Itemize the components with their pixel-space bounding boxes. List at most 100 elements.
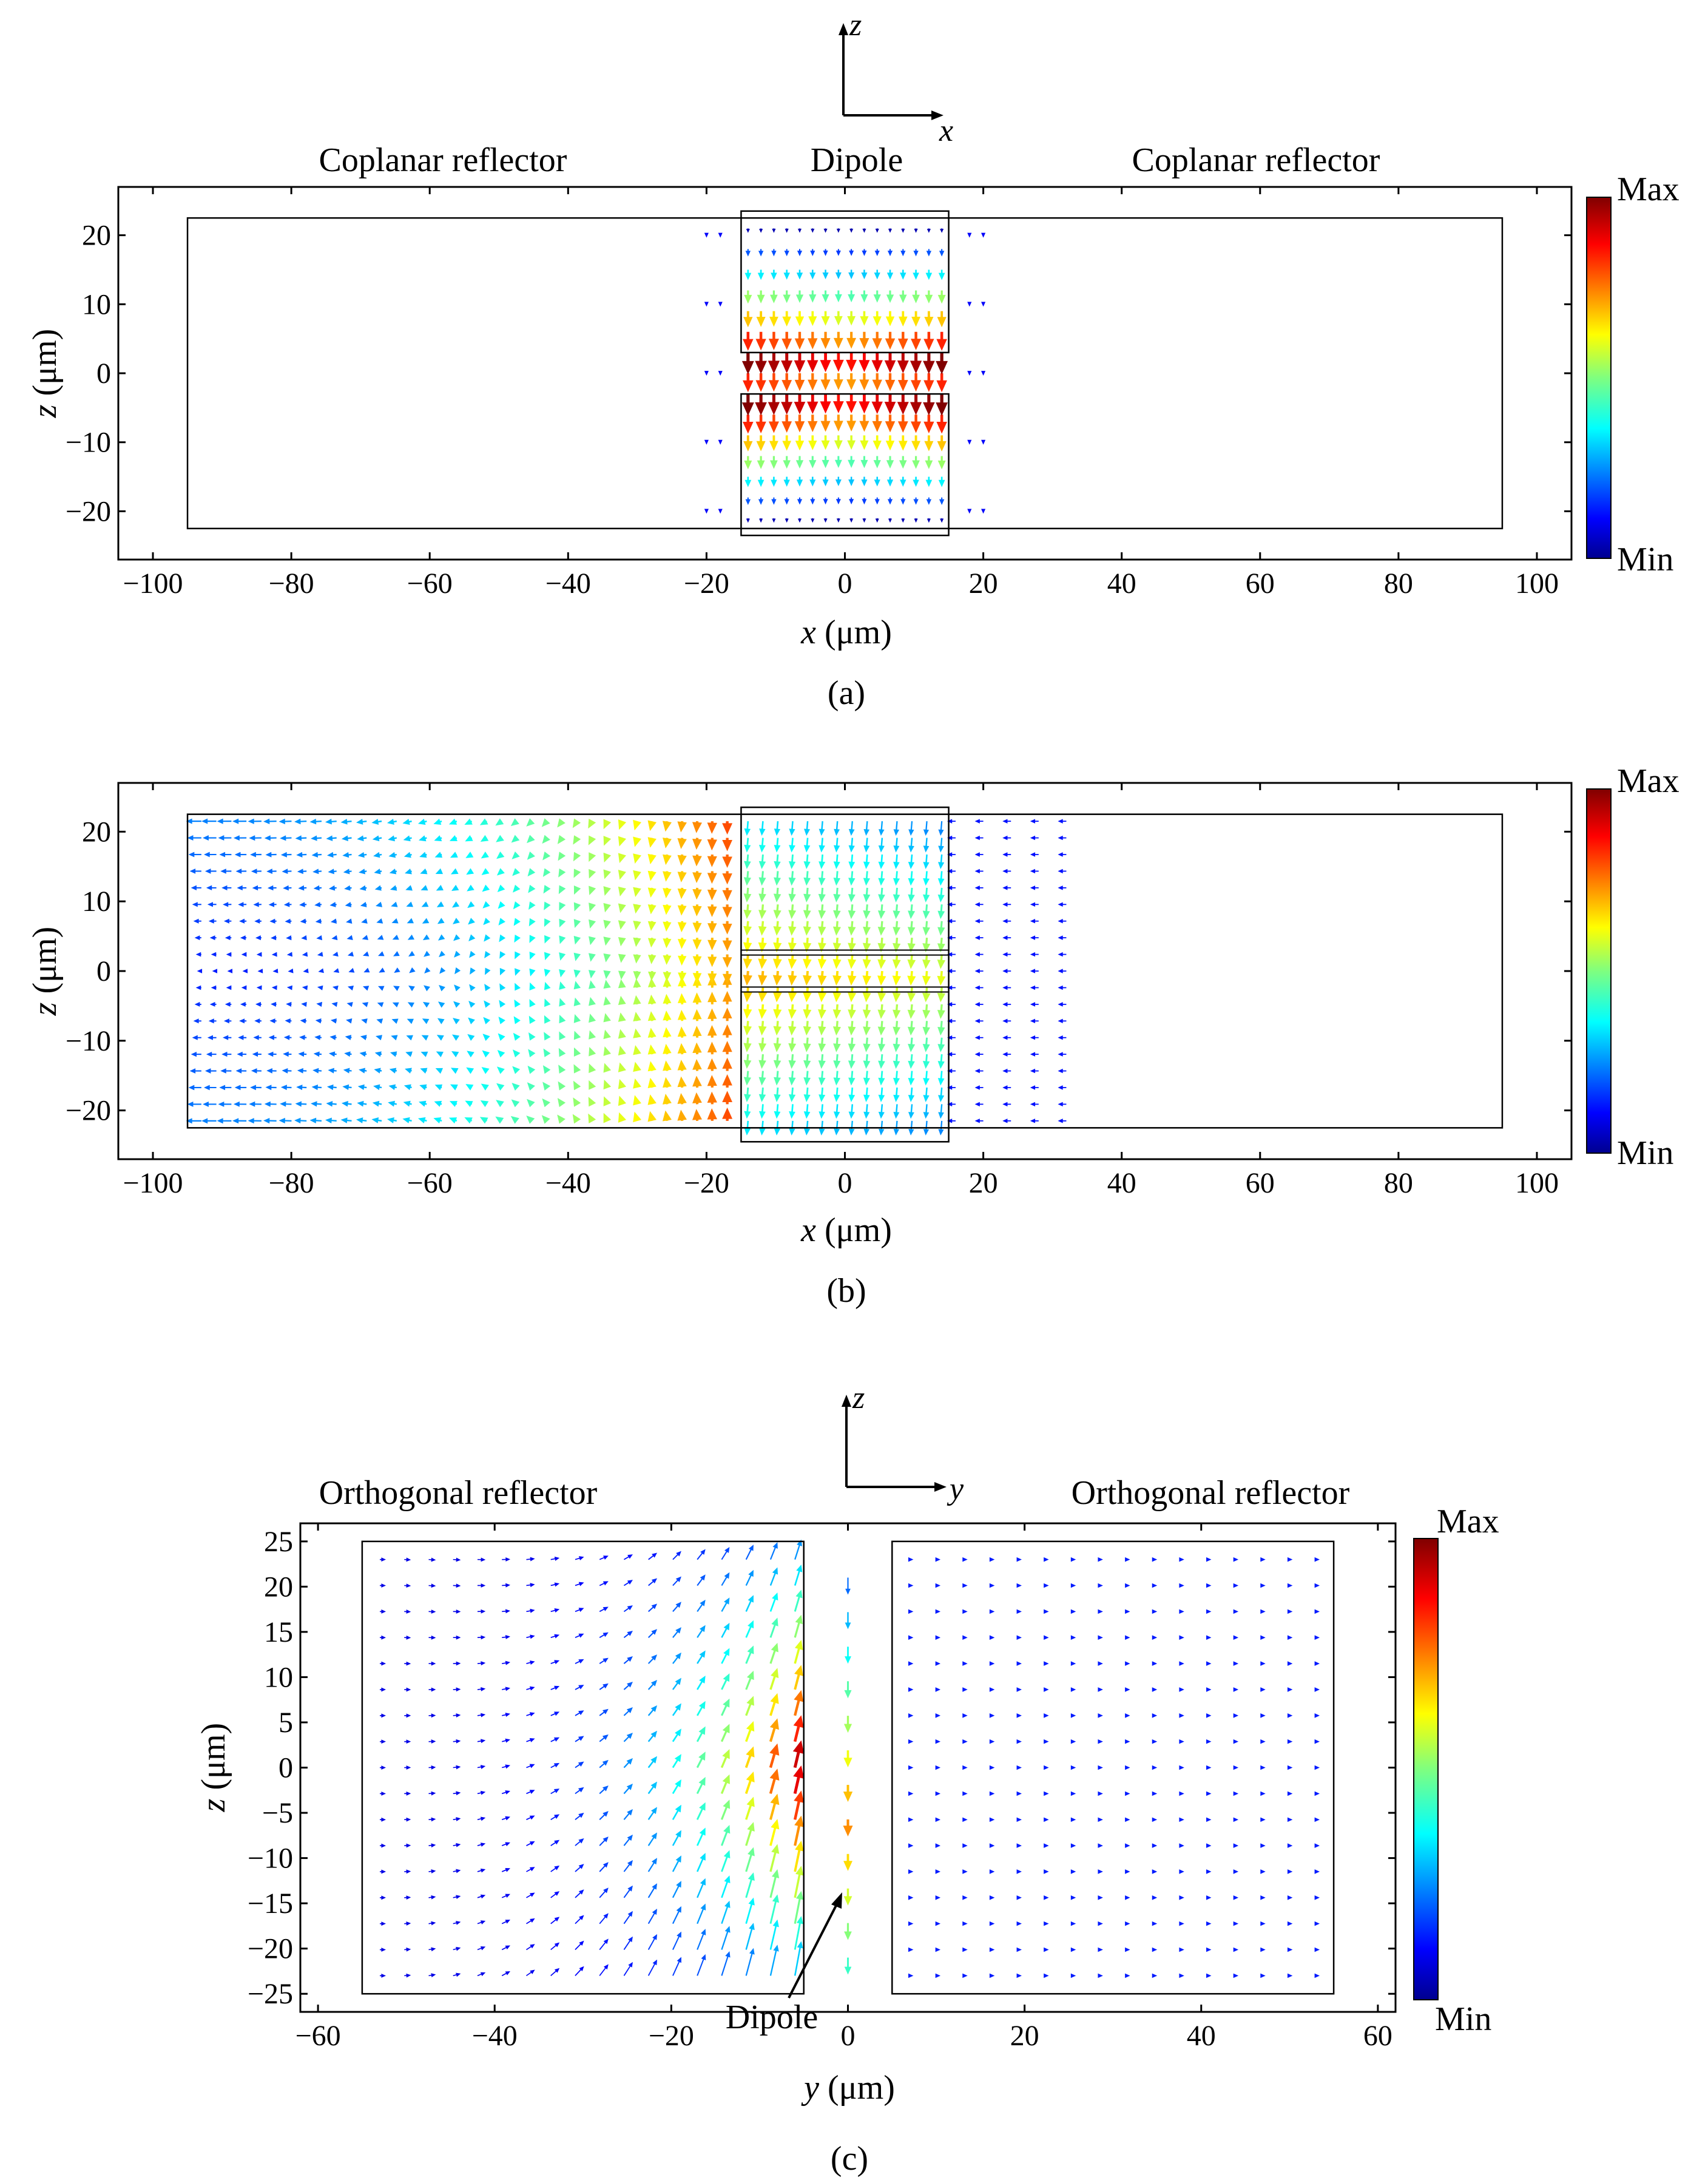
- caption-b: (b): [826, 1272, 866, 1310]
- arrow-b-head: [188, 851, 195, 858]
- arrow-c-right-head: [1206, 1791, 1212, 1796]
- arrow-c-right-head: [1260, 1739, 1266, 1744]
- arrow-b-head: [647, 1061, 657, 1072]
- arrow-c-right-head: [1206, 1895, 1212, 1900]
- arrow-b-dipole-head: [893, 845, 900, 853]
- arrow-c-left-head: [530, 1557, 535, 1562]
- arrow-b-head: [603, 953, 611, 963]
- arrow-a-head: [849, 250, 854, 256]
- arrow-b-head: [219, 851, 226, 858]
- arrow-a-head: [874, 479, 880, 487]
- arrow-b-head: [722, 957, 732, 968]
- arrow-c-left-head: [674, 1754, 681, 1762]
- arrow-c-right-head: [1098, 1973, 1103, 1979]
- arrow-b-head: [209, 1001, 215, 1007]
- arrow-c-left-head: [699, 1802, 706, 1811]
- arrow-c-left-shaft: [769, 1545, 777, 1560]
- arrow-b-head: [603, 902, 611, 913]
- arrow-b-dipole-head: [743, 975, 752, 986]
- arrow-b-head: [422, 1018, 430, 1024]
- arrow-c-left-head: [579, 1940, 584, 1946]
- arrow-c-right-head: [1179, 1791, 1184, 1796]
- arrow-a-head: [938, 272, 945, 280]
- arrow-c-left-head: [602, 1734, 609, 1740]
- arrow-b-dipole-head: [833, 1077, 841, 1086]
- arrow-b-head: [589, 919, 596, 929]
- arrow-c-left-head: [406, 1635, 411, 1640]
- arrow-b-head: [347, 986, 354, 991]
- arrow-c-right-head: [935, 1947, 941, 1952]
- arrow-b-dipole-head: [834, 1128, 840, 1136]
- arrow-b-head: [499, 967, 506, 976]
- arrow-b-head: [572, 1114, 581, 1124]
- arrow-b-head: [707, 1024, 717, 1036]
- arrow-b-head: [511, 834, 520, 843]
- arrow-c-left-head: [675, 1677, 681, 1685]
- arrow-c-left-head: [627, 1605, 633, 1611]
- arrow-c-right-head: [962, 1791, 968, 1796]
- arrow-b-head: [282, 1068, 288, 1074]
- arrow-c-right-head: [1125, 1843, 1130, 1848]
- arrow-b-head: [498, 918, 505, 926]
- arrow-c-left-head: [431, 1713, 436, 1718]
- arrow-a-head: [884, 401, 896, 415]
- arrow-b-right-head: [947, 1002, 953, 1007]
- arrow-b-head: [542, 834, 550, 844]
- arrow-b-head: [409, 967, 416, 973]
- arrow-b-head: [439, 967, 446, 974]
- arrow-c-right-head: [1070, 1739, 1076, 1744]
- arrow-c-left-head: [554, 1840, 560, 1845]
- xtick-label: −60: [407, 1167, 453, 1199]
- arrow-b-head: [707, 956, 717, 967]
- arrow-b-head: [268, 902, 275, 907]
- arrow-b-head: [722, 856, 732, 868]
- xtick-label: 20: [1010, 2020, 1039, 2052]
- arrow-c-left-head: [793, 1715, 804, 1728]
- arrow-b-head: [497, 1049, 505, 1058]
- arrow-a-side-head: [704, 232, 709, 238]
- arrow-c-left-head: [748, 1545, 754, 1551]
- arrow-b-head: [241, 985, 247, 990]
- arrow-b-right-head: [947, 919, 953, 924]
- arrow-c-right-head: [1206, 1583, 1212, 1588]
- arrow-b-dipole-head: [758, 877, 766, 886]
- arrow-c-right-head: [1287, 1869, 1293, 1874]
- arrow-b-head: [722, 890, 732, 901]
- arrow-b-dipole-head: [833, 1111, 840, 1119]
- arrow-b-head: [419, 1100, 427, 1107]
- arrow-c-left-head: [652, 1959, 658, 1966]
- arrow-b-head: [572, 818, 581, 828]
- arrow-a-head: [746, 228, 750, 233]
- arrow-b-head: [239, 1018, 245, 1024]
- arrow-b-dipole-head: [819, 1094, 826, 1102]
- arrow-b-head: [588, 1113, 596, 1123]
- arrow-b-dipole-head: [908, 1060, 915, 1069]
- arrow-b-head: [481, 1083, 489, 1091]
- arrow-c-left-head: [650, 1679, 658, 1687]
- arrow-b-dipole-head: [877, 926, 886, 936]
- arrow-c-right-head: [935, 1661, 941, 1666]
- arrow-c-left-head: [603, 1887, 609, 1894]
- arrow-c-left-head: [481, 1583, 486, 1588]
- arrow-b-dipole-head: [789, 845, 795, 853]
- arrow-b-head: [296, 851, 303, 858]
- arrow-c-left-head: [481, 1635, 486, 1640]
- arrow-c-left-head: [456, 1557, 461, 1562]
- xtick-label: 80: [1384, 567, 1413, 600]
- arrow-b-head: [677, 939, 687, 949]
- arrow-b-head: [433, 818, 442, 825]
- arrow-b-head: [559, 981, 566, 990]
- arrow-b-head: [332, 952, 339, 957]
- arrow-c-right-head: [908, 1869, 914, 1874]
- arrow-b-head: [663, 1027, 672, 1038]
- indicator-y-label-c: y: [947, 1472, 964, 1506]
- arrow-b-head: [677, 1076, 687, 1088]
- colorbar-c: [1413, 1538, 1439, 2000]
- arrow-c-right-head: [1233, 1791, 1239, 1796]
- arrow-b-head: [333, 968, 340, 973]
- arrow-b-head: [618, 979, 626, 989]
- arrow-c-left-head: [651, 1654, 658, 1661]
- arrow-b-dipole-head: [744, 1128, 751, 1136]
- arrow-b-head: [692, 956, 702, 967]
